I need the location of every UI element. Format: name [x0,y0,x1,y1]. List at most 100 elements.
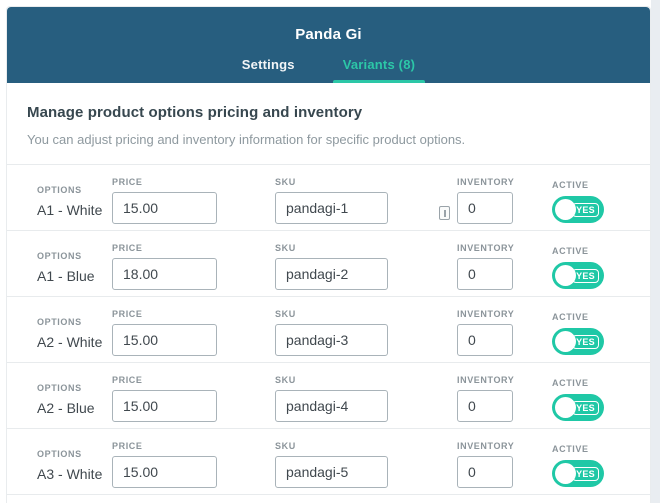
page-heading: Manage product options pricing and inven… [27,104,363,121]
price-label: PRICE [112,309,143,319]
inventory-label: INVENTORY [457,309,515,319]
inventory-input[interactable] [457,258,513,290]
options-value: A2 - White [37,334,103,350]
tab-settings[interactable]: Settings [240,51,297,83]
tab-settings-label: Settings [241,57,295,72]
inventory-cell: INVENTORY [457,363,552,428]
options-label: OPTIONS [37,449,82,459]
variant-row: OPTIONS A1 - White PRICE SKU INVENTORY A… [7,164,650,230]
sku-input[interactable] [275,192,388,224]
inventory-input[interactable] [457,390,513,422]
active-cell: ACTIVE YES [552,231,604,296]
active-toggle[interactable]: YES [552,460,604,487]
inventory-label: INVENTORY [457,243,515,253]
active-cell: ACTIVE YES [552,165,604,230]
toggle-state-label: YES [572,400,599,415]
active-cell: ACTIVE YES [552,297,604,362]
inventory-cell: INVENTORY [457,297,552,362]
inventory-cell: INVENTORY [457,231,552,296]
options-value: A2 - Blue [37,400,95,416]
toggle-state-label: YES [572,334,599,349]
tab-variants-label: Variants (8) [342,57,416,72]
price-cell: PRICE [112,231,275,296]
price-cell: PRICE [112,297,275,362]
toggle-knob-icon [555,397,576,418]
toggle-knob-icon [555,463,576,484]
price-cell: PRICE [112,165,275,230]
sku-cell: SKU [275,231,457,296]
inventory-cell: INVENTORY [457,429,552,494]
price-input[interactable] [112,258,217,290]
active-toggle[interactable]: YES [552,196,604,223]
toggle-state-label: YES [572,202,599,217]
sku-cell: SKU [275,429,457,494]
options-cell: OPTIONS A1 - Blue [37,231,112,296]
page-scrollbar-track[interactable] [651,0,660,503]
content-header: Manage product options pricing and inven… [7,83,650,147]
options-label: OPTIONS [37,251,82,261]
active-label: ACTIVE [552,180,589,190]
active-label: ACTIVE [552,246,589,256]
active-toggle[interactable]: YES [552,328,604,355]
variant-row: OPTIONS A2 - Blue PRICE SKU INVENTORY AC… [7,362,650,428]
inventory-label: INVENTORY [457,441,515,451]
sku-cell: SKU [275,297,457,362]
sku-label: SKU [275,177,296,187]
tab-bar: Settings Variants (8) [7,51,650,83]
price-input[interactable] [112,456,217,488]
options-cell: OPTIONS A1 - White [37,165,112,230]
price-label: PRICE [112,441,143,451]
price-label: PRICE [112,243,143,253]
active-label: ACTIVE [552,312,589,322]
price-label: PRICE [112,177,143,187]
variant-row: OPTIONS A2 - White PRICE SKU INVENTORY A… [7,296,650,362]
active-label: ACTIVE [552,444,589,454]
active-cell: ACTIVE YES [552,429,604,494]
sku-input[interactable] [275,456,388,488]
inventory-cell: INVENTORY [457,165,552,230]
sku-label: SKU [275,375,296,385]
active-toggle[interactable]: YES [552,394,604,421]
options-cell: OPTIONS A3 - White [37,429,112,494]
options-value: A1 - White [37,202,103,218]
table-bottom-divider [7,494,650,495]
page-description: You can adjust pricing and inventory inf… [27,132,466,147]
variants-table: OPTIONS A1 - White PRICE SKU INVENTORY A… [7,164,650,495]
inventory-input[interactable] [457,324,513,356]
sku-input[interactable] [275,324,388,356]
toggle-state-label: YES [572,268,599,283]
sku-label: SKU [275,243,296,253]
options-label: OPTIONS [37,185,82,195]
variant-row: OPTIONS A1 - Blue PRICE SKU INVENTORY AC… [7,230,650,296]
price-cell: PRICE [112,429,275,494]
price-input[interactable] [112,192,217,224]
product-title: Panda Gi [295,26,362,43]
options-value: A3 - White [37,466,103,482]
options-label: OPTIONS [37,317,82,327]
variant-row: OPTIONS A3 - White PRICE SKU INVENTORY A… [7,428,650,494]
price-input[interactable] [112,324,217,356]
options-label: OPTIONS [37,383,82,393]
sku-cell: SKU [275,363,457,428]
price-input[interactable] [112,390,217,422]
active-cell: ACTIVE YES [552,363,604,428]
dialog-header: Panda Gi Settings Variants (8) [7,7,650,83]
sku-input[interactable] [275,390,388,422]
inventory-label: INVENTORY [457,177,515,187]
inventory-label: INVENTORY [457,375,515,385]
toggle-knob-icon [555,331,576,352]
active-tab-underline [332,80,426,83]
variants-dialog: Panda Gi Settings Variants (8) Manage pr… [6,6,651,503]
toggle-state-label: YES [572,466,599,481]
price-cell: PRICE [112,363,275,428]
tab-variants[interactable]: Variants (8) [332,51,426,83]
active-toggle[interactable]: YES [552,262,604,289]
inventory-input[interactable] [457,192,513,224]
active-label: ACTIVE [552,378,589,388]
sku-input[interactable] [275,258,388,290]
sku-label: SKU [275,309,296,319]
inventory-input[interactable] [457,456,513,488]
sku-autofill-icon[interactable] [439,206,450,220]
toggle-knob-icon [555,199,576,220]
sku-cell: SKU [275,165,457,230]
